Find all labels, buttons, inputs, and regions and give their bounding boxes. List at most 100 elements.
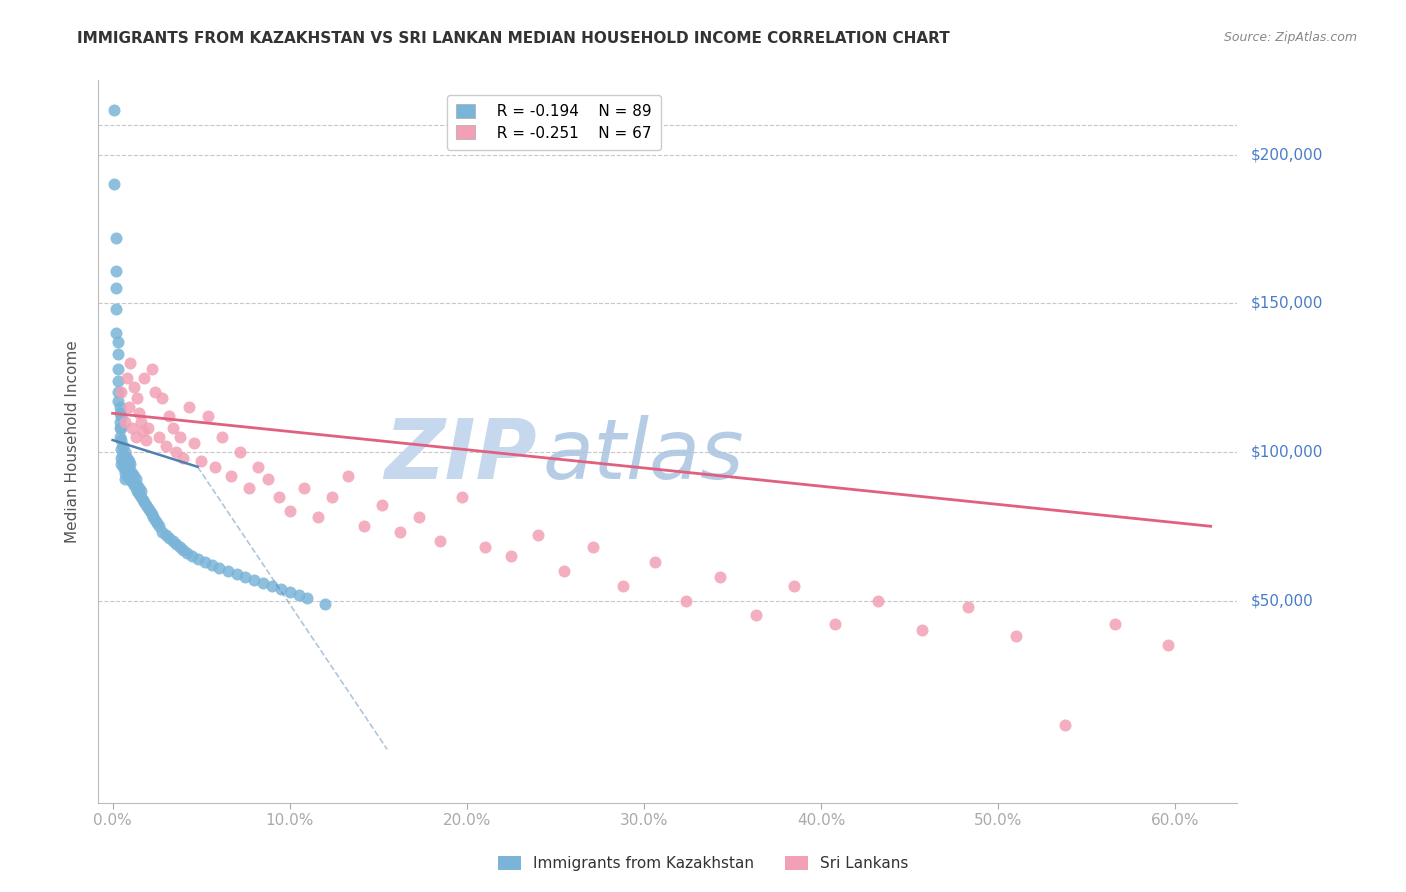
Point: [110, 409, 132, 424]
Point: [108, 406, 131, 420]
Point: [1054, 718, 1077, 732]
Point: [252, 575, 274, 590]
Point: [169, 540, 191, 554]
Point: [287, 588, 309, 602]
Point: [112, 448, 135, 462]
Point: [117, 401, 139, 415]
Point: [194, 555, 217, 569]
Point: [110, 442, 132, 456]
Point: [112, 439, 135, 453]
Text: ZIP: ZIP: [384, 416, 537, 497]
Point: [124, 481, 146, 495]
Text: $200,000: $200,000: [1251, 147, 1323, 162]
Point: [201, 558, 224, 572]
Point: [110, 421, 132, 435]
Point: [110, 457, 132, 471]
Point: [165, 537, 187, 551]
Point: [450, 490, 472, 504]
Point: [177, 401, 200, 415]
Point: [744, 608, 766, 623]
Point: [581, 540, 603, 554]
Point: [134, 495, 156, 509]
Point: [124, 430, 146, 444]
Point: [270, 582, 292, 596]
Point: [148, 519, 170, 533]
Point: [183, 436, 205, 450]
Point: [675, 593, 697, 607]
Point: [197, 409, 219, 424]
Point: [1005, 629, 1028, 643]
Point: [866, 593, 889, 607]
Text: Source: ZipAtlas.com: Source: ZipAtlas.com: [1223, 31, 1357, 45]
Point: [246, 459, 269, 474]
Point: [217, 564, 239, 578]
Point: [112, 459, 135, 474]
Point: [211, 430, 233, 444]
Point: [135, 499, 157, 513]
Point: [136, 501, 159, 516]
Point: [120, 466, 142, 480]
Y-axis label: Median Household Income: Median Household Income: [65, 340, 80, 543]
Point: [108, 421, 131, 435]
Point: [121, 466, 143, 480]
Point: [644, 555, 666, 569]
Point: [314, 597, 336, 611]
Point: [141, 361, 163, 376]
Point: [219, 468, 242, 483]
Point: [134, 370, 156, 384]
Point: [110, 433, 132, 447]
Point: [128, 406, 150, 420]
Point: [157, 531, 180, 545]
Point: [103, 178, 125, 192]
Point: [124, 472, 146, 486]
Point: [103, 103, 125, 117]
Point: [107, 347, 129, 361]
Point: [135, 433, 157, 447]
Point: [243, 573, 266, 587]
Text: $100,000: $100,000: [1251, 444, 1323, 459]
Point: [110, 385, 132, 400]
Point: [117, 459, 139, 474]
Point: [141, 508, 163, 522]
Point: [172, 543, 194, 558]
Point: [114, 415, 136, 429]
Point: [107, 394, 129, 409]
Point: [108, 415, 131, 429]
Point: [150, 525, 173, 540]
Point: [501, 549, 523, 563]
Point: [162, 421, 184, 435]
Point: [321, 490, 343, 504]
Text: atlas: atlas: [543, 416, 744, 497]
Point: [824, 617, 846, 632]
Point: [121, 475, 143, 489]
Point: [353, 519, 375, 533]
Point: [238, 481, 260, 495]
Point: [120, 457, 142, 471]
Point: [131, 492, 153, 507]
Point: [114, 454, 136, 468]
Point: [911, 624, 934, 638]
Point: [1157, 638, 1180, 652]
Point: [155, 528, 177, 542]
Point: [114, 466, 136, 480]
Point: [146, 516, 169, 531]
Point: [136, 421, 159, 435]
Point: [235, 570, 257, 584]
Point: [474, 540, 496, 554]
Point: [105, 263, 128, 277]
Point: [110, 450, 132, 465]
Point: [408, 510, 430, 524]
Point: [129, 415, 152, 429]
Point: [150, 392, 173, 406]
Point: [107, 334, 129, 349]
Point: [139, 504, 162, 518]
Point: [143, 513, 166, 527]
Point: [278, 584, 301, 599]
Point: [121, 421, 143, 435]
Point: [115, 370, 138, 384]
Point: [107, 385, 129, 400]
Point: [176, 546, 198, 560]
Point: [260, 579, 283, 593]
Point: [107, 361, 129, 376]
Point: [129, 490, 152, 504]
